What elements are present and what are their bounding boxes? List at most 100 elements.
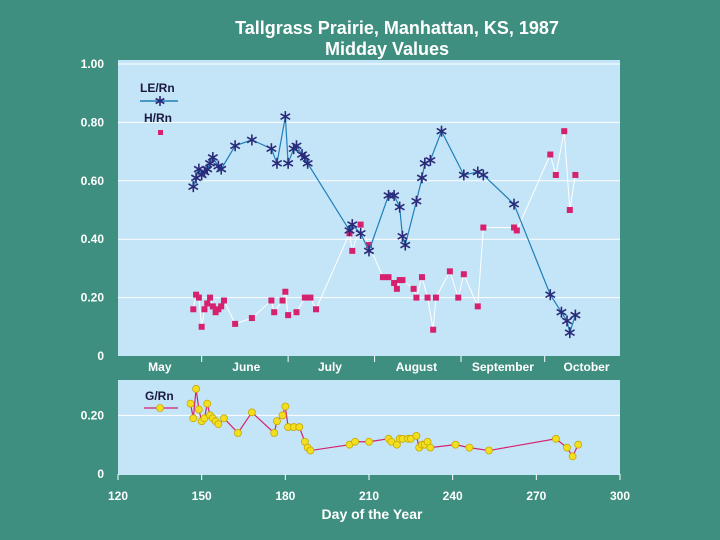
- h-rn-point: [366, 242, 372, 249]
- le-rn-point: [545, 289, 556, 301]
- le-rn-point: [388, 189, 400, 201]
- x-tick-label: 150: [192, 489, 212, 503]
- series-layer: [186, 111, 583, 461]
- le-rn-point: [216, 163, 227, 175]
- bottom-gridlines: [117, 414, 621, 480]
- legend-le-rn-label: LE/Rn: [140, 81, 175, 95]
- x-tick-label: 210: [359, 489, 379, 503]
- le-rn-point: [302, 157, 313, 169]
- le-rn-point: [556, 306, 567, 318]
- g-rn-point: [270, 429, 279, 437]
- h-rn-point: [424, 294, 431, 301]
- h-rn-point: [209, 303, 216, 310]
- x-axis-label: Day of the Year: [322, 506, 423, 522]
- h-rn-point: [285, 312, 292, 319]
- h-rn-point: [190, 306, 197, 313]
- x-tick-label: 180: [275, 489, 295, 503]
- chart-subtitle: Midday Values: [325, 39, 449, 59]
- bottom-y-tick-label: 0: [97, 467, 104, 481]
- h-rn-point: [480, 224, 487, 231]
- h-rn-point: [547, 151, 554, 158]
- top-y-tick-label: 0.40: [81, 232, 105, 246]
- le-rn-point: [291, 140, 302, 152]
- top-y-tick-label: 0: [97, 349, 104, 363]
- h-rn-point: [566, 207, 573, 213]
- h-rn-point: [271, 309, 278, 316]
- g-rn-point: [306, 446, 315, 455]
- le-rn-point: [397, 230, 408, 242]
- le-rn-point: [246, 134, 258, 146]
- h-rn-point: [204, 300, 211, 307]
- h-rn-point: [313, 306, 320, 313]
- g-rn-point: [186, 399, 195, 408]
- g-rn-point: [551, 434, 560, 443]
- g-rn-point: [203, 399, 212, 408]
- h-rn-point: [301, 294, 308, 301]
- x-tick-labels: 120 150 180 210 240 270 300: [108, 489, 630, 503]
- bottom-y-tick-label: 0.20: [81, 408, 105, 422]
- month-label: July: [318, 360, 342, 374]
- le-rn-point: [416, 172, 428, 184]
- g-rn-point: [281, 402, 290, 411]
- legend-h-rn-square-icon: [158, 130, 163, 135]
- month-label: May: [148, 360, 172, 374]
- g-rn-point: [563, 443, 571, 452]
- month-label: August: [396, 360, 437, 374]
- le-rn-point: [436, 125, 447, 137]
- g-rn-point: [220, 414, 228, 423]
- x-tick-label: 300: [610, 489, 630, 503]
- h-rn-point: [220, 297, 227, 304]
- g-rn-point: [189, 414, 198, 423]
- h-rn-point: [195, 294, 202, 301]
- h-rn-point: [399, 277, 406, 284]
- g-rn-point: [568, 452, 577, 461]
- le-rn-point: [400, 239, 411, 251]
- legend-asterisk: [155, 96, 165, 106]
- h-rn-point: [198, 323, 205, 330]
- h-rn-point: [307, 294, 314, 301]
- h-rn-point: [293, 309, 300, 316]
- g-rn-point: [192, 385, 200, 393]
- h-rn-point: [282, 288, 289, 295]
- g-rn-point: [365, 437, 373, 446]
- h-rn-point: [357, 221, 364, 228]
- month-label: September: [472, 360, 534, 374]
- g-rn-point: [485, 446, 493, 455]
- top-y-tick-label: 0.20: [81, 291, 105, 305]
- bottom-y-tick-labels: 00.20: [81, 408, 105, 481]
- h-rn-point: [349, 247, 356, 254]
- g-rn-point: [234, 429, 242, 437]
- legend-le-rn-asterisk-icon: [155, 96, 165, 106]
- le-rn-point: [411, 195, 422, 207]
- h-rn-point: [418, 274, 425, 281]
- h-rn-point: [460, 271, 467, 278]
- le-rn-point: [458, 169, 469, 181]
- bottom-legend: G/Rn: [144, 389, 178, 412]
- h-rn-point: [279, 297, 286, 304]
- month-label: October: [564, 360, 610, 374]
- top-legend: LE/Rn H/Rn: [140, 81, 178, 135]
- le-rn-point: [478, 169, 489, 181]
- x-tick-label: 120: [108, 489, 128, 503]
- le-rn-point: [282, 157, 294, 169]
- h-rn-point: [248, 315, 255, 322]
- month-labels: May June July August September October: [148, 360, 610, 374]
- g-rn-point: [295, 423, 304, 431]
- h-rn-point: [474, 303, 481, 310]
- h-rn-point: [393, 285, 400, 292]
- top-y-tick-label: 1.00: [81, 57, 105, 71]
- legend-g-rn-circle-icon: [156, 404, 164, 412]
- legend-h-rn-label: H/Rn: [144, 111, 172, 125]
- h-rn-point: [201, 306, 208, 313]
- h-rn-point: [232, 320, 239, 327]
- chart-title: Tallgrass Prairie, Manhattan, KS, 1987: [235, 18, 559, 38]
- le-rn-point: [271, 157, 283, 169]
- g-rn-point: [194, 405, 203, 414]
- legend-g-rn-label: G/Rn: [145, 389, 174, 403]
- h-rn-point: [572, 171, 579, 178]
- g-rn-point: [426, 443, 435, 452]
- h-rn-point: [432, 294, 439, 301]
- le-rn-point: [266, 143, 277, 155]
- h-rn-point: [455, 294, 462, 301]
